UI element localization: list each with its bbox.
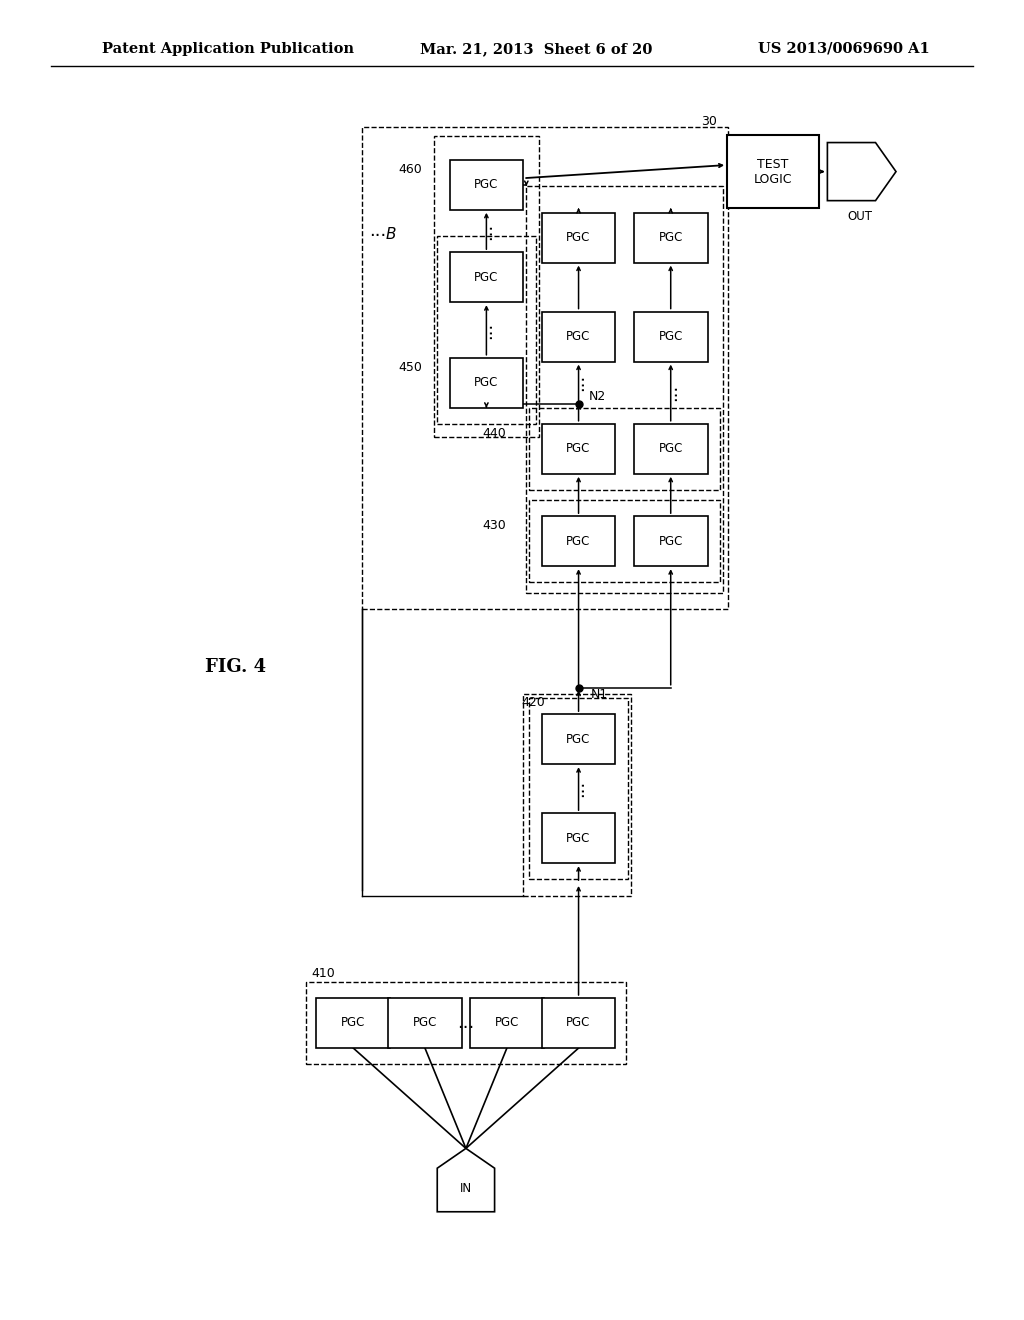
Text: 440: 440 bbox=[482, 426, 506, 440]
Text: ...: ... bbox=[662, 384, 680, 401]
Text: ...: ... bbox=[458, 1014, 474, 1032]
Bar bbox=[634, 516, 708, 566]
Text: PGC: PGC bbox=[566, 330, 591, 343]
Bar bbox=[542, 424, 615, 474]
Text: N1: N1 bbox=[591, 688, 608, 701]
Text: PGC: PGC bbox=[413, 1016, 437, 1030]
Text: PGC: PGC bbox=[658, 231, 683, 244]
Bar bbox=[316, 998, 390, 1048]
Text: B: B bbox=[386, 227, 396, 242]
Text: 30: 30 bbox=[701, 115, 718, 128]
Bar bbox=[450, 358, 523, 408]
Text: 410: 410 bbox=[311, 966, 335, 979]
Text: 420: 420 bbox=[521, 696, 545, 709]
Bar bbox=[542, 213, 615, 263]
Text: PGC: PGC bbox=[566, 535, 591, 548]
Text: PGC: PGC bbox=[474, 376, 499, 389]
Bar bbox=[634, 213, 708, 263]
Text: ...: ... bbox=[477, 321, 496, 339]
Text: IN: IN bbox=[460, 1181, 472, 1195]
Bar bbox=[727, 135, 819, 207]
Text: PGC: PGC bbox=[658, 330, 683, 343]
Text: 430: 430 bbox=[482, 519, 506, 532]
Text: PGC: PGC bbox=[658, 442, 683, 455]
Text: PGC: PGC bbox=[566, 442, 591, 455]
Bar bbox=[450, 252, 523, 302]
Bar bbox=[542, 516, 615, 566]
Bar bbox=[542, 714, 615, 764]
Text: Mar. 21, 2013  Sheet 6 of 20: Mar. 21, 2013 Sheet 6 of 20 bbox=[420, 42, 652, 55]
Bar bbox=[634, 424, 708, 474]
Bar bbox=[470, 998, 544, 1048]
Text: ...: ... bbox=[477, 222, 496, 240]
Text: TEST
LOGIC: TEST LOGIC bbox=[754, 157, 793, 186]
Text: 460: 460 bbox=[398, 162, 422, 176]
Text: PGC: PGC bbox=[474, 271, 499, 284]
Text: ...: ... bbox=[370, 222, 386, 240]
Text: PGC: PGC bbox=[566, 231, 591, 244]
Text: OUT: OUT bbox=[848, 210, 872, 223]
Text: PGC: PGC bbox=[566, 1016, 591, 1030]
Text: PGC: PGC bbox=[495, 1016, 519, 1030]
Bar bbox=[388, 998, 462, 1048]
Bar bbox=[542, 312, 615, 362]
Text: PGC: PGC bbox=[566, 832, 591, 845]
Bar bbox=[450, 160, 523, 210]
Text: N2: N2 bbox=[589, 389, 606, 403]
Text: FIG. 4: FIG. 4 bbox=[205, 657, 266, 676]
Text: PGC: PGC bbox=[658, 535, 683, 548]
Text: US 2013/0069690 A1: US 2013/0069690 A1 bbox=[758, 42, 930, 55]
Text: PGC: PGC bbox=[566, 733, 591, 746]
Text: 450: 450 bbox=[398, 360, 422, 374]
Polygon shape bbox=[827, 143, 896, 201]
Polygon shape bbox=[437, 1148, 495, 1212]
Text: Patent Application Publication: Patent Application Publication bbox=[102, 42, 354, 55]
Text: PGC: PGC bbox=[341, 1016, 366, 1030]
Text: ...: ... bbox=[569, 780, 588, 797]
Bar bbox=[634, 312, 708, 362]
Text: ...: ... bbox=[569, 374, 588, 392]
Bar bbox=[542, 998, 615, 1048]
Bar bbox=[542, 813, 615, 863]
Text: PGC: PGC bbox=[474, 178, 499, 191]
